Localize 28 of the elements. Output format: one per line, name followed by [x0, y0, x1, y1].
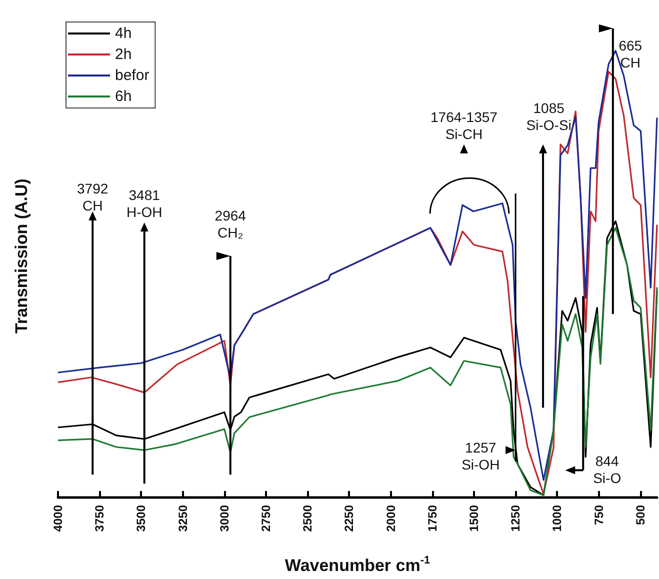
- annotation: 1257 Si-OH: [462, 439, 500, 472]
- x-tick-label: 3250: [176, 504, 190, 532]
- x-tick-label: 3500: [134, 504, 148, 532]
- annotation: 3792 CH: [77, 180, 108, 214]
- x-tick-label: 1500: [466, 504, 481, 532]
- x-tick-label: 1000: [550, 504, 564, 532]
- x-tick-label: 1250: [508, 504, 523, 532]
- annotation: 1764-1357 Si-CH: [430, 109, 498, 142]
- annotation: 665 CH: [618, 38, 642, 71]
- legend-label: befor: [115, 67, 150, 84]
- legend-label: 2h: [115, 46, 132, 63]
- annotation: 1085 Si-O-Si: [526, 100, 572, 134]
- x-tick-label: 3750: [92, 504, 107, 532]
- x-tick-label: 3000: [217, 504, 232, 532]
- legend-label: 6h: [115, 88, 132, 105]
- x-tick-label: 2250: [342, 504, 356, 532]
- x-tick-label: 1750: [425, 504, 440, 532]
- x-tick-label: 2000: [384, 504, 398, 532]
- x-tick-label: 2750: [258, 504, 273, 532]
- annotation: 3481 H-OH: [126, 187, 162, 220]
- legend-label: 4h: [115, 25, 132, 42]
- x-tick-label: 2500: [300, 504, 315, 532]
- x-tick-label: 4000: [51, 504, 65, 532]
- y-axis-title: Transmission (A.U): [12, 178, 31, 334]
- x-tick-label: 750: [592, 504, 606, 526]
- x-tick-label: 500: [633, 504, 648, 526]
- annotation: 844 Si-O: [593, 452, 622, 486]
- annotation: 2964 CH₂: [214, 207, 246, 240]
